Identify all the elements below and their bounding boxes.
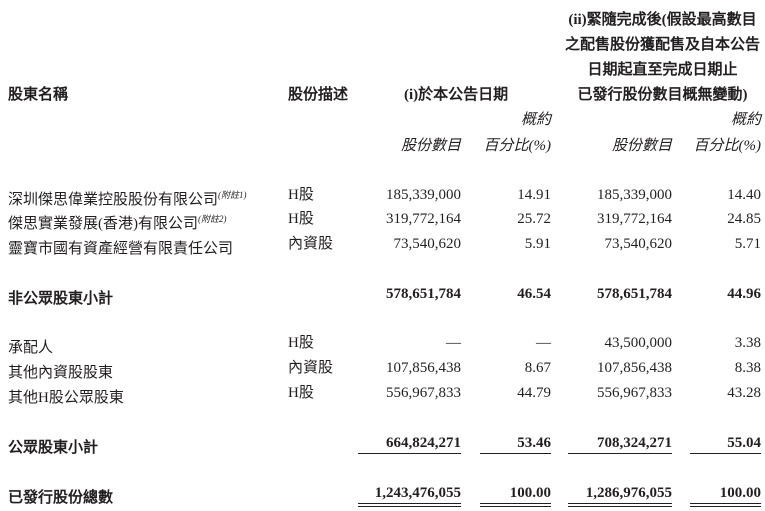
shares-after-completion: 185,339,000 xyxy=(597,187,672,203)
shareholder-name: 深圳傑思偉業控股股份有限公司(附註1) xyxy=(8,186,247,209)
underline xyxy=(690,453,761,454)
shares-at-announcement: 578,651,784 xyxy=(386,286,461,302)
double-underline xyxy=(358,503,461,507)
shareholder-name: 公眾股東小計 xyxy=(8,434,98,457)
underline xyxy=(480,453,551,454)
shareholder-name: 傑思實業發展(香港)有限公司(附註2) xyxy=(8,210,227,233)
shares-after-completion: 107,856,438 xyxy=(597,360,672,376)
shares-at-announcement: 556,967,833 xyxy=(386,385,461,401)
underline xyxy=(358,453,461,454)
percent-after-completion: 55.04 xyxy=(727,435,761,451)
shares-at-announcement: 107,856,438 xyxy=(386,360,461,376)
percent-at-announcement: 25.72 xyxy=(517,211,551,227)
shareholder-name-text: 深圳傑思偉業控股股份有限公司 xyxy=(8,192,219,208)
share-type: 內資股 xyxy=(288,360,334,376)
percent-at-announcement: 14.91 xyxy=(517,187,551,203)
percent-at-announcement: 8.67 xyxy=(524,360,551,376)
shareholder-name: 非公眾股東小計 xyxy=(8,285,113,308)
underline xyxy=(568,453,672,454)
share-type: 內資股 xyxy=(288,236,334,252)
group-ii-heading-line-2: 之配售股份獲配售及自本公告 xyxy=(564,37,760,53)
group-ii-heading-line-1: (ii)緊隨完成後(假設最高數目 xyxy=(568,12,757,28)
share-type: H股 xyxy=(288,335,314,351)
shareholder-name: 已發行股份總數 xyxy=(8,484,113,507)
percent-after-completion: 5.71 xyxy=(734,236,761,252)
percent-header-i: 百分比(%) xyxy=(483,138,552,154)
shares-after-completion: 578,651,784 xyxy=(597,286,672,302)
footnote-ref: (附註2) xyxy=(198,214,227,224)
shares-after-completion: 319,772,164 xyxy=(597,211,672,227)
double-underline xyxy=(568,503,672,507)
shareholder-name: 其他H股公眾股東 xyxy=(8,384,124,407)
shares-header-i: 股份數目 xyxy=(400,138,461,154)
shareholder-name: 靈寶市國有資產經營有限責任公司 xyxy=(8,235,233,258)
percent-at-announcement: 46.54 xyxy=(517,286,551,302)
shares-after-completion: 43,500,000 xyxy=(604,335,673,351)
percent-at-announcement: 100.00 xyxy=(509,485,551,501)
group-ii-heading-line-4: 已發行股份數目概無變動) xyxy=(577,87,748,103)
percent-at-announcement: 5.91 xyxy=(524,236,551,252)
percent-after-completion: 43.28 xyxy=(727,385,761,401)
percent-after-completion: 44.96 xyxy=(727,286,761,302)
shareholder-name: 其他內資股股東 xyxy=(8,359,113,382)
percent-after-completion: 24.85 xyxy=(727,211,761,227)
shares-after-completion: 73,540,620 xyxy=(604,236,673,252)
footnote-ref: (附註1) xyxy=(218,190,247,200)
share-type: H股 xyxy=(288,385,314,401)
shares-at-announcement: 73,540,620 xyxy=(393,236,462,252)
shares-at-announcement: 1,243,476,055 xyxy=(374,485,461,501)
shareholder-name-text: 已發行股份總數 xyxy=(8,490,114,506)
percent-at-announcement: 44.79 xyxy=(517,385,551,401)
shareholder-name-text: 其他H股公眾股東 xyxy=(8,390,124,406)
percent-after-completion: 100.00 xyxy=(719,485,761,501)
column-header-name: 股東名稱 xyxy=(8,87,69,103)
double-underline xyxy=(480,503,551,507)
percent-at-announcement: 53.46 xyxy=(517,435,551,451)
shares-at-announcement: 664,824,271 xyxy=(386,435,461,451)
shares-after-completion: 708,324,271 xyxy=(597,435,672,451)
group-ii-heading-line-3: 日期起直至完成日期止 xyxy=(587,62,738,78)
percent-after-completion: 3.38 xyxy=(734,335,761,351)
share-type: H股 xyxy=(288,211,314,227)
double-underline xyxy=(690,503,761,507)
shareholder-name-text: 非公眾股東小計 xyxy=(8,291,114,307)
shares-after-completion: 1,286,976,055 xyxy=(585,485,672,501)
shareholder-name-text: 承配人 xyxy=(8,340,54,356)
approx-label-i: 概約 xyxy=(520,112,551,128)
approx-label-ii: 概約 xyxy=(730,112,761,128)
shares-at-announcement: 185,339,000 xyxy=(386,187,461,203)
shares-header-ii: 股份數目 xyxy=(611,138,672,154)
share-type: H股 xyxy=(288,187,314,203)
shareholder-name-text: 其他內資股股東 xyxy=(8,365,114,381)
shareholder-name-text: 傑思實業發展(香港)有限公司 xyxy=(8,216,198,232)
shares-at-announcement: — xyxy=(446,335,461,351)
group-i-heading: (i)於本公告日期 xyxy=(404,87,509,103)
shareholder-name: 承配人 xyxy=(8,334,53,357)
shareholder-name-text: 公眾股東小計 xyxy=(8,440,99,456)
percent-at-announcement: — xyxy=(536,335,551,351)
shareholder-name-text: 靈寶市國有資產經營有限責任公司 xyxy=(8,241,234,257)
percent-after-completion: 14.40 xyxy=(727,187,761,203)
percent-header-ii: 百分比(%) xyxy=(693,138,762,154)
column-header-type: 股份描述 xyxy=(288,87,349,103)
shares-after-completion: 556,967,833 xyxy=(597,385,672,401)
percent-after-completion: 8.38 xyxy=(734,360,761,376)
shares-at-announcement: 319,772,164 xyxy=(386,211,461,227)
